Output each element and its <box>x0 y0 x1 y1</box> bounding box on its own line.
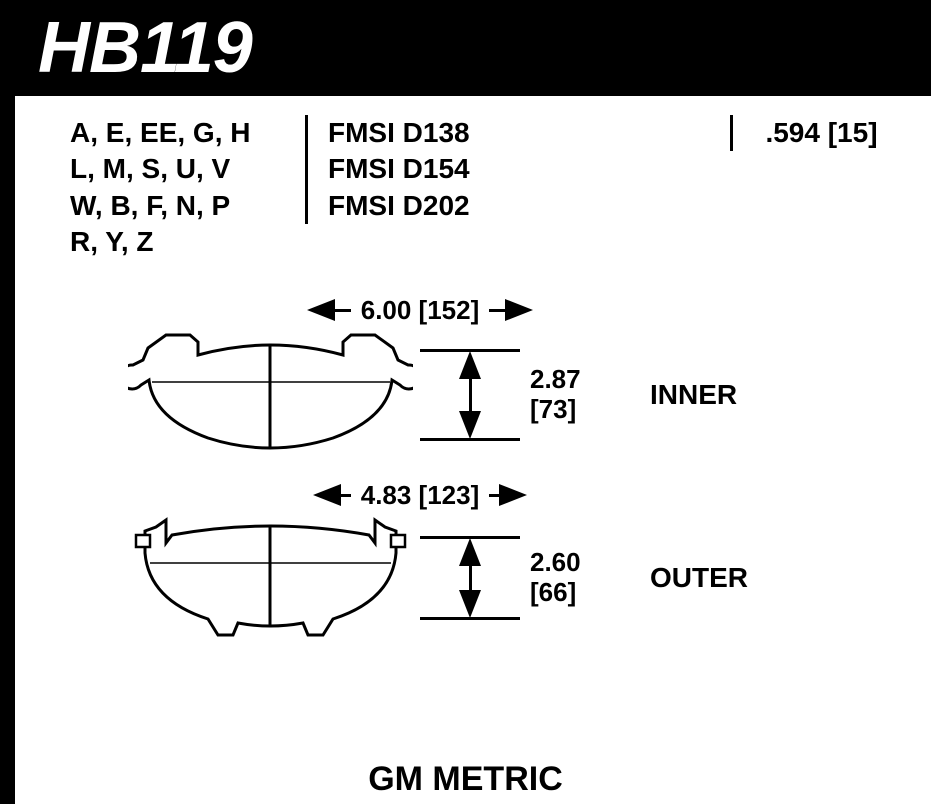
spec-row: A, E, EE, G, H L, M, S, U, V W, B, F, N,… <box>60 115 910 261</box>
arrow-down-icon <box>459 411 481 439</box>
outer-width-dimension: 4.83 [123] <box>20 475 820 515</box>
inner-height-dimension <box>420 331 520 459</box>
part-number-title: HB119 <box>38 7 252 89</box>
fmsi-col: FMSI D138 FMSI D154 FMSI D202 <box>305 115 515 224</box>
codes-line: L, M, S, U, V <box>70 151 285 187</box>
arrow-left-icon <box>313 484 341 506</box>
dim-value: 2.87 <box>530 365 610 395</box>
inner-pad-shape <box>120 330 420 460</box>
dim-bar <box>335 309 351 312</box>
thickness-value: .594 [15] <box>753 115 890 151</box>
dim-bar <box>469 379 472 395</box>
inner-label: INNER <box>650 379 737 411</box>
diagram-area: 6.00 [152] 2.87 [73] INNER 4.83 <box>120 290 820 730</box>
thickness-col: .594 [15] <box>730 115 910 151</box>
codes-line: R, Y, Z <box>70 224 285 260</box>
outer-pad-shape <box>120 515 420 641</box>
arrow-up-icon <box>459 351 481 379</box>
inner-width-label: 6.00 [152] <box>351 295 490 326</box>
fmsi-line: FMSI D138 <box>328 115 495 151</box>
fmsi-line: FMSI D154 <box>328 151 495 187</box>
side-band <box>0 96 15 804</box>
inner-height-label: 2.87 [73] <box>530 365 610 425</box>
dim-value: 2.60 <box>530 548 610 578</box>
dim-bar <box>489 494 499 497</box>
compound-codes-col: A, E, EE, G, H L, M, S, U, V W, B, F, N,… <box>60 115 305 261</box>
ext-line <box>420 438 520 441</box>
outer-height-dimension <box>420 518 520 638</box>
codes-line: A, E, EE, G, H <box>70 115 285 151</box>
outer-height-label: 2.60 [66] <box>530 548 610 608</box>
outer-pad-row: 2.60 [66] OUTER <box>120 515 820 641</box>
arrow-up-icon <box>459 538 481 566</box>
dim-value-mm: [66] <box>530 578 610 608</box>
dim-bar <box>489 309 505 312</box>
dim-bar <box>469 578 472 590</box>
dim-bar <box>469 566 472 578</box>
dim-bar <box>469 395 472 411</box>
arrow-down-icon <box>459 590 481 618</box>
outer-label: OUTER <box>650 562 748 594</box>
arrow-left-icon <box>307 299 335 321</box>
dim-value-mm: [73] <box>530 395 610 425</box>
arrow-right-icon <box>505 299 533 321</box>
outer-width-label: 4.83 [123] <box>351 480 490 511</box>
arrow-right-icon <box>499 484 527 506</box>
dim-bar <box>341 494 351 497</box>
codes-line: W, B, F, N, P <box>70 188 285 224</box>
header-bar: HB119 <box>0 0 931 96</box>
inner-width-dimension: 6.00 [152] <box>20 290 820 330</box>
fmsi-line: FMSI D202 <box>328 188 495 224</box>
footer-title: GM METRIC <box>0 760 931 799</box>
inner-pad-row: 2.87 [73] INNER <box>120 330 820 460</box>
ext-line <box>420 617 520 620</box>
